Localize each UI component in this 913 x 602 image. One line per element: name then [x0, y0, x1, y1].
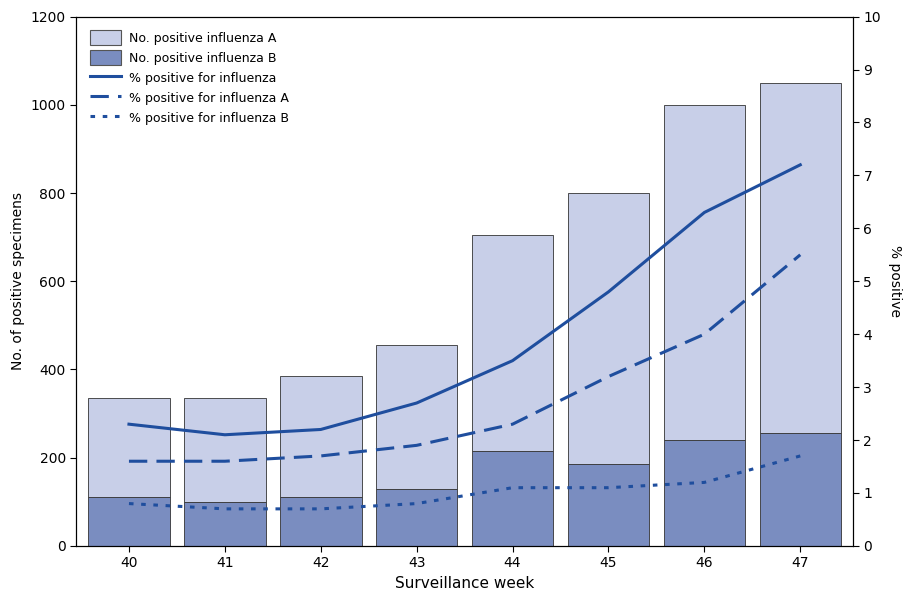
Bar — [89, 398, 170, 497]
Bar — [664, 440, 745, 546]
Bar — [376, 345, 457, 489]
Y-axis label: No. of positive specimens: No. of positive specimens — [11, 192, 26, 370]
Bar — [184, 502, 266, 546]
Bar — [568, 464, 649, 546]
Bar — [376, 489, 457, 546]
X-axis label: Surveillance week: Surveillance week — [395, 576, 534, 591]
Bar — [280, 376, 362, 497]
Bar — [89, 497, 170, 546]
Bar — [568, 193, 649, 464]
Bar — [184, 398, 266, 502]
Bar — [280, 497, 362, 546]
Bar — [760, 82, 841, 433]
Bar — [664, 105, 745, 440]
Bar — [472, 451, 553, 546]
Legend: No. positive influenza A, No. positive influenza B, % positive for influenza, % : No. positive influenza A, No. positive i… — [82, 23, 296, 132]
Bar — [760, 433, 841, 546]
Bar — [472, 235, 553, 451]
Y-axis label: % positive: % positive — [887, 245, 902, 317]
